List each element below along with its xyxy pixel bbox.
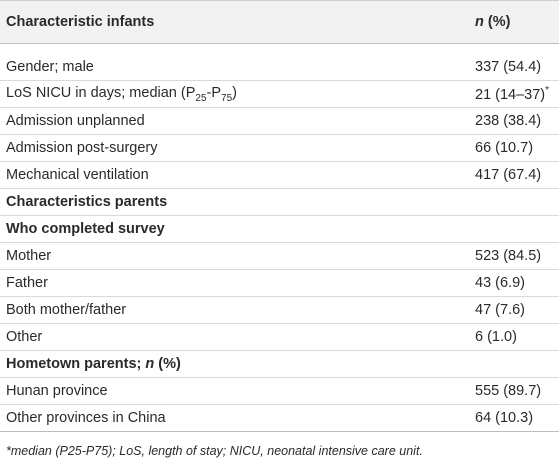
row-label: Father bbox=[0, 269, 471, 297]
table-row: Mechanical ventilation 417 (67.4) bbox=[0, 161, 559, 189]
row-label: Mother bbox=[0, 242, 471, 270]
text-segment: LoS NICU in days; median (P bbox=[6, 84, 196, 101]
text-segment: 25 bbox=[195, 92, 207, 104]
text-segment: n bbox=[475, 14, 484, 30]
table-row: Characteristics parents bbox=[0, 188, 559, 216]
row-label: Characteristic infants bbox=[0, 0, 471, 44]
row-label: Both mother/father bbox=[0, 296, 471, 324]
table-row: Characteristic infants n (%) bbox=[0, 0, 559, 44]
row-label: Gender; male bbox=[0, 43, 471, 81]
table-row: Other 6 (1.0) bbox=[0, 323, 559, 351]
data-table: Characteristic infants n (%) Gender; male 3… bbox=[0, 0, 559, 432]
text-segment: (%) bbox=[154, 356, 181, 372]
table-row: LoS NICU in days; median (P25-P75) 21 (14… bbox=[0, 80, 559, 108]
row-value: n (%) bbox=[471, 0, 559, 44]
text-segment: 75 bbox=[221, 92, 233, 104]
row-value: 43 (6.9) bbox=[471, 269, 559, 297]
row-label: Who completed survey bbox=[0, 215, 559, 243]
table-row: Father 43 (6.9) bbox=[0, 269, 559, 297]
table-row: Hometown parents; n (%) bbox=[0, 350, 559, 378]
table-row: Admission unplanned 238 (38.4) bbox=[0, 107, 559, 135]
row-value: 21 (14–37)* bbox=[471, 80, 559, 108]
row-label: Admission unplanned bbox=[0, 107, 471, 135]
text-segment: * bbox=[545, 85, 550, 97]
row-value: 523 (84.5) bbox=[471, 242, 559, 270]
table-row: Mother 523 (84.5) bbox=[0, 242, 559, 270]
table-row: Gender; male 337 (54.4) bbox=[0, 43, 559, 81]
footnote: *median (P25-P75); LoS, length of stay; … bbox=[6, 444, 423, 458]
row-label: Other provinces in China bbox=[0, 404, 471, 432]
row-label: Characteristics parents bbox=[0, 188, 559, 216]
table-row: Both mother/father 47 (7.6) bbox=[0, 296, 559, 324]
table-row: Admission post-surgery 66 (10.7) bbox=[0, 134, 559, 162]
row-value: 6 (1.0) bbox=[471, 323, 559, 351]
row-label: Mechanical ventilation bbox=[0, 161, 471, 189]
row-value: 337 (54.4) bbox=[471, 43, 559, 81]
row-label: Admission post-surgery bbox=[0, 134, 471, 162]
row-label: Hunan province bbox=[0, 377, 471, 405]
text-segment: 21 (14–37) bbox=[475, 86, 546, 103]
row-value: 64 (10.3) bbox=[471, 404, 559, 432]
text-segment: ) bbox=[232, 84, 237, 101]
row-value: 417 (67.4) bbox=[471, 161, 559, 189]
table-row: Other provinces in China 64 (10.3) bbox=[0, 404, 559, 432]
table-row: Who completed survey bbox=[0, 215, 559, 243]
text-segment: -P bbox=[206, 84, 222, 101]
row-value: 238 (38.4) bbox=[471, 107, 559, 135]
table-body: Characteristic infants n (%) Gender; male 3… bbox=[0, 0, 559, 432]
text-segment: n bbox=[145, 356, 155, 372]
row-value: 47 (7.6) bbox=[471, 296, 559, 324]
row-label: LoS NICU in days; median (P25-P75) bbox=[0, 80, 471, 108]
row-label: Hometown parents; n (%) bbox=[0, 350, 559, 378]
row-value: 66 (10.7) bbox=[471, 134, 559, 162]
text-segment: Hometown parents; bbox=[6, 356, 146, 372]
row-value: 555 (89.7) bbox=[471, 377, 559, 405]
text-segment: (%) bbox=[483, 14, 511, 30]
table-row: Hunan province 555 (89.7) bbox=[0, 377, 559, 405]
row-label: Other bbox=[0, 323, 471, 351]
